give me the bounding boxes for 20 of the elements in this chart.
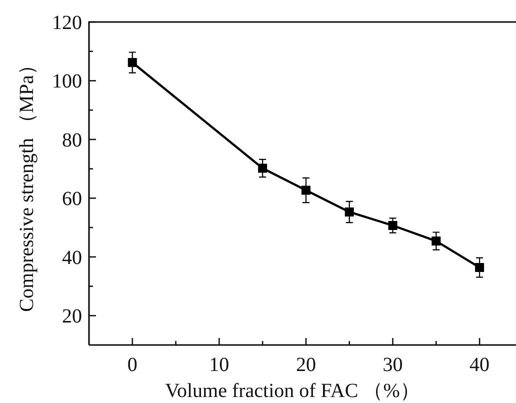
x-tick-label: 20 <box>296 354 316 376</box>
point <box>258 164 268 173</box>
point <box>388 220 398 230</box>
y-tick-label: 100 <box>52 70 82 93</box>
x-tick-label: 10 <box>209 354 230 376</box>
point <box>128 58 137 68</box>
point <box>344 207 354 216</box>
x-axis-title: Volume fraction of FAC （%） <box>165 380 420 402</box>
x-tick-label: 0 <box>127 354 138 376</box>
point <box>301 186 310 195</box>
y-tick-label: 80 <box>62 129 82 152</box>
y-axis-title: Compressive strength （MPa） <box>16 55 38 312</box>
point <box>475 262 484 272</box>
point <box>432 236 441 246</box>
y-tick-label: 20 <box>62 306 82 328</box>
y-tick-label: 60 <box>62 188 82 210</box>
x-tick-label: 30 <box>382 354 403 376</box>
y-tick-label: 120 <box>52 12 82 34</box>
y-tick-label: 40 <box>62 246 82 269</box>
x-tick-label: 40 <box>470 354 490 376</box>
